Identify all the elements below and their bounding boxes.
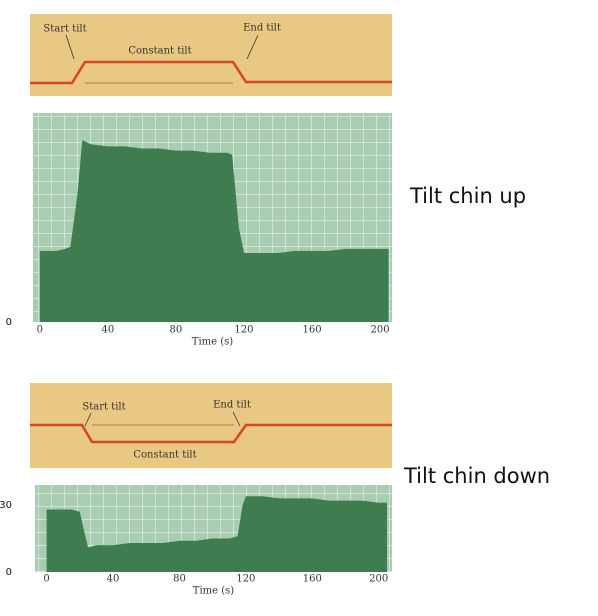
pointer	[84, 412, 92, 427]
x-tick-label: 120	[234, 325, 253, 336]
pointer	[65, 34, 75, 60]
area	[46, 496, 387, 572]
tilt-line	[30, 423, 392, 444]
y-tick-label: 0	[6, 567, 12, 578]
diagram-label: End tilt	[243, 23, 281, 34]
x-tick-label: 160	[303, 574, 322, 585]
pointer	[232, 411, 241, 427]
x-tick-label: 0	[43, 574, 49, 585]
x-tick-label: 80	[173, 574, 186, 585]
side-label: Tilt chin up	[409, 184, 526, 208]
x-tick-label: 80	[170, 325, 183, 336]
diagram-label: Start tilt	[82, 402, 125, 413]
x-tick-label: 120	[236, 574, 255, 585]
y-tick-label: 0	[6, 317, 12, 328]
x-tick-label: 40	[107, 574, 120, 585]
x-tick-label: 200	[371, 325, 390, 336]
diagram-label: Constant tilt	[128, 46, 191, 57]
x-axis-label: Time (s)	[192, 337, 233, 348]
x-tick-label: 200	[369, 574, 388, 585]
diagram-label: Start tilt	[43, 24, 86, 35]
area	[39, 140, 389, 322]
diagram-label: End tilt	[213, 400, 251, 411]
y-tick-label: 30	[0, 500, 12, 511]
x-tick-label: 0	[37, 325, 43, 336]
x-axis-label: Time (s)	[193, 586, 234, 597]
tilt-line	[30, 60, 392, 85]
x-tick-label: 40	[101, 325, 114, 336]
diagram-label: Constant tilt	[133, 450, 196, 461]
pointer	[246, 34, 259, 60]
x-tick-label: 160	[302, 325, 321, 336]
side-label: Tilt chin down	[403, 464, 550, 488]
